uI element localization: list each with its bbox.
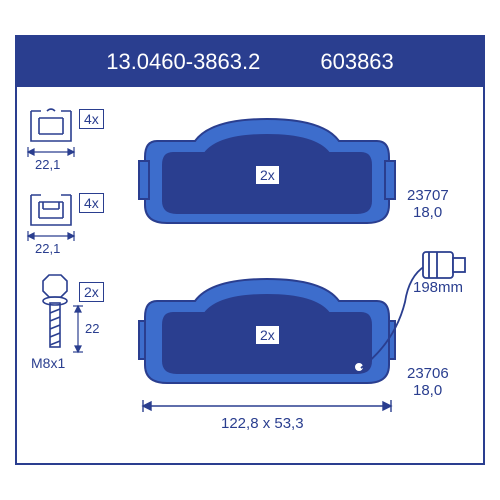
- bolt-length: 22: [85, 321, 99, 336]
- pad-bottom-thickness: 18,0: [413, 382, 442, 399]
- pad-bottom-qty: 2x: [255, 325, 280, 345]
- clip-top-icon: [27, 105, 75, 147]
- part-number: 13.0460-3863.2: [106, 49, 260, 75]
- bolt-qty: 2x: [79, 282, 104, 302]
- sensor-cable-length: 198mm: [413, 279, 463, 296]
- diagram-frame: 13.0460-3863.2 603863 4x: [15, 35, 485, 465]
- pad-dim-arrow: [137, 397, 397, 415]
- pad-bottom-partcode: 23706: [407, 365, 449, 382]
- bolt-icon: [37, 273, 73, 353]
- bolt-dim-arrow: [71, 303, 85, 355]
- clip-top-width: 22,1: [35, 157, 60, 172]
- clip-bottom-width: 22,1: [35, 241, 60, 256]
- wear-sensor-cable: [355, 242, 475, 382]
- clip-bottom-qty: 4x: [79, 193, 104, 213]
- pad-top-qty: 2x: [255, 165, 280, 185]
- pad-bottom-code: 23706 18,0: [407, 365, 483, 399]
- diagram-body: 4x 22,1 4x: [17, 87, 483, 463]
- pad-top-code: 23707 18,0: [407, 187, 483, 221]
- header-bar: 13.0460-3863.2 603863: [17, 37, 483, 87]
- short-code: 603863: [320, 49, 393, 75]
- bolt-thread: M8x1: [31, 355, 65, 371]
- pad-top-thickness: 18,0: [413, 204, 442, 221]
- pad-dimensions: 122,8 x 53,3: [221, 415, 304, 432]
- clip-top-qty: 4x: [79, 109, 104, 129]
- clip-bottom-icon: [27, 189, 75, 231]
- pad-top-partcode: 23707: [407, 187, 449, 204]
